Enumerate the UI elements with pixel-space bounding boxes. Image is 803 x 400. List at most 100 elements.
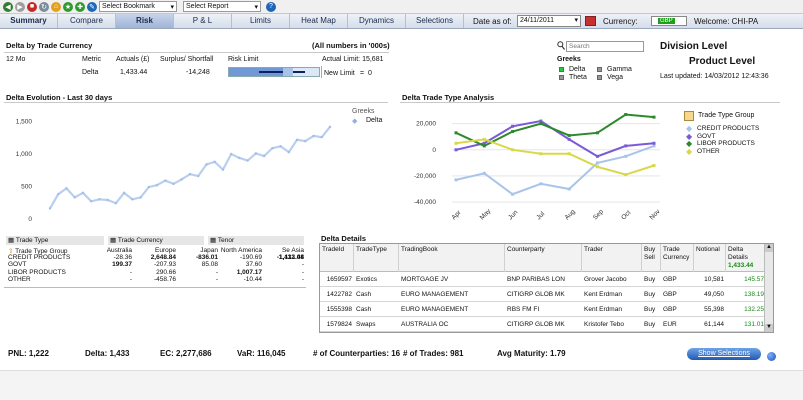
delta-point[interactable] [65, 187, 68, 190]
tab-dynamics[interactable]: Dynamics [348, 14, 406, 28]
tt-point[interactable] [624, 144, 628, 148]
delta-point[interactable] [279, 145, 282, 148]
division-level[interactable]: Division Level [660, 41, 728, 52]
delta-point[interactable] [81, 191, 85, 195]
delta-point[interactable] [73, 196, 76, 199]
delta-point[interactable] [197, 174, 200, 178]
tt-point[interactable] [454, 141, 458, 145]
delta-point[interactable] [155, 183, 159, 187]
delta-point[interactable] [246, 159, 249, 162]
tt-point[interactable] [539, 122, 543, 126]
tab-limits[interactable]: Limits [232, 14, 290, 28]
delta-point[interactable] [287, 150, 291, 154]
delta-point[interactable] [213, 160, 216, 164]
scroll-up-icon[interactable]: ▲ [765, 244, 773, 252]
delta-point[interactable] [98, 198, 101, 201]
delta-point[interactable] [147, 185, 151, 189]
col-delta-details[interactable]: Delta Details 1,433.44 [726, 244, 766, 272]
trade-type-group-icon[interactable] [684, 111, 694, 121]
tt-point[interactable] [482, 171, 486, 175]
delta-point[interactable] [139, 196, 142, 199]
tt-point[interactable] [482, 141, 486, 145]
tt-point[interactable] [567, 187, 571, 191]
tt-point[interactable] [595, 161, 599, 165]
info-icon[interactable] [767, 352, 776, 361]
delta-point[interactable] [122, 191, 126, 195]
delta-point[interactable] [254, 152, 258, 155]
delta-point[interactable] [262, 154, 266, 158]
delta-point[interactable] [328, 125, 332, 129]
bookmark-select[interactable]: Select Bookmark ▾ [99, 1, 177, 12]
refresh-icon[interactable]: ↻ [39, 1, 49, 12]
table-row[interactable]: 1579824 Swaps AUSTRALIA OC CITIGRP GLOB MK K… [320, 317, 766, 332]
tt-point[interactable] [652, 115, 656, 119]
tt-point[interactable] [539, 182, 543, 186]
tt-point[interactable] [482, 137, 486, 141]
tt-point[interactable] [567, 152, 571, 156]
delta-point[interactable] [180, 178, 183, 181]
show-selections-button[interactable]: Show Selections [687, 348, 761, 360]
trade-currency-header[interactable]: ▦ Trade Currency [108, 236, 204, 245]
home-icon[interactable]: ⌂ [51, 1, 61, 12]
trade-type-row-label[interactable]: LIBOR PRODUCTS [8, 268, 66, 276]
tt-legend-item[interactable]: LIBOR PRODUCTS [697, 140, 755, 147]
table-row[interactable]: 1422782 Cash EURO MANAGEMENT CITIGRP GLOB M… [320, 287, 766, 302]
tt-point[interactable] [595, 165, 599, 169]
calendar-icon[interactable] [585, 16, 596, 26]
col-tradetype[interactable]: TradeType [354, 244, 399, 272]
tt-point[interactable] [482, 144, 486, 148]
tt-legend-item[interactable]: GOVT [697, 132, 716, 140]
add-bookmark-icon[interactable]: ✚ [75, 1, 85, 12]
delta-point[interactable] [221, 168, 225, 171]
delta-point[interactable] [48, 207, 52, 210]
tt-point[interactable] [511, 124, 515, 128]
tab-compare[interactable]: Compare [58, 14, 116, 28]
delta-point[interactable] [114, 202, 118, 205]
tt-point[interactable] [595, 131, 599, 135]
vega-checkbox[interactable] [597, 75, 602, 80]
report-select[interactable]: Select Report ▾ [183, 1, 261, 12]
col-trader[interactable]: Trader [582, 244, 642, 272]
delta-point[interactable] [205, 163, 208, 166]
delta-checkbox[interactable] [559, 67, 564, 72]
delta-point[interactable] [238, 156, 241, 160]
delta-point[interactable] [312, 134, 315, 138]
tt-point[interactable] [624, 173, 628, 177]
stop-icon[interactable]: ■ [27, 1, 37, 12]
delta-point[interactable] [271, 147, 274, 150]
tenor-header[interactable]: ▦ Tenor [208, 236, 304, 245]
tt-point[interactable] [624, 154, 628, 158]
tt-point[interactable] [454, 148, 458, 152]
tab-selections[interactable]: Selections [406, 14, 464, 28]
delta-point[interactable] [229, 152, 233, 156]
delta-point[interactable] [89, 200, 93, 203]
trade-type-row-label[interactable]: GOVT [8, 261, 27, 269]
table-row[interactable]: 1555398 Cash EURO MANAGEMENT RBS FM FI Kent … [320, 302, 766, 317]
tt-point[interactable] [595, 154, 599, 158]
tab-pnl[interactable]: P & L [174, 14, 232, 28]
tt-legend-item[interactable]: CREDIT PRODUCTS [697, 125, 760, 132]
tt-point[interactable] [454, 178, 458, 182]
trade-type-row-label[interactable]: OTHER [8, 275, 31, 283]
col-tradeid[interactable]: TradeId [320, 244, 354, 272]
tt-legend-item[interactable]: OTHER [697, 147, 720, 155]
tt-point[interactable] [511, 192, 515, 196]
col-notional[interactable]: Notional [694, 244, 726, 272]
tab-risk[interactable]: Risk [116, 14, 174, 28]
tt-point[interactable] [539, 152, 543, 156]
col-buysell[interactable]: Buy Sell [642, 244, 661, 272]
tab-summary[interactable]: Summary [0, 14, 58, 28]
tt-point[interactable] [624, 113, 628, 117]
theta-checkbox[interactable] [559, 75, 564, 80]
delta-point[interactable] [164, 179, 167, 182]
new-limit-value[interactable]: 0 [368, 70, 372, 77]
tools-icon[interactable]: ✎ [87, 1, 97, 12]
tt-point[interactable] [567, 137, 571, 141]
forward-icon[interactable]: ▶ [15, 1, 25, 12]
col-tradingbook[interactable]: TradingBook [399, 244, 505, 272]
trade-type-header[interactable]: ▦ Trade Type [6, 236, 104, 245]
search-icon[interactable] [557, 41, 565, 50]
delta-point[interactable] [106, 198, 109, 202]
gamma-checkbox[interactable] [597, 67, 602, 72]
scroll-down-icon[interactable]: ▼ [765, 324, 773, 332]
